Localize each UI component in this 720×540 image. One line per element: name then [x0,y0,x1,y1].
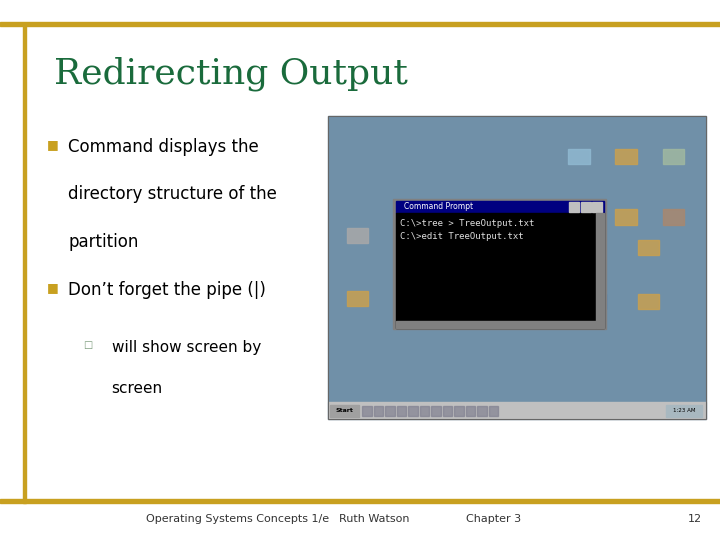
Bar [666,405,702,417]
Bar [346,291,368,306]
Bar [397,406,406,416]
Bar [330,405,359,417]
Bar [454,406,464,416]
Text: 12: 12 [688,515,702,524]
Bar [396,213,603,328]
Bar [466,406,475,416]
Bar [580,202,590,212]
Text: directory structure of the: directory structure of the [68,185,277,203]
Bar [328,116,706,418]
Bar [616,210,637,225]
Bar [568,210,590,225]
Text: C:\>edit TreeOutput.txt: C:\>edit TreeOutput.txt [400,232,523,241]
Text: Ruth Watson: Ruth Watson [339,515,410,524]
Text: will show screen by: will show screen by [112,340,261,355]
Bar [346,227,368,242]
Bar [596,213,603,328]
Text: C:\>tree > TreeOutput.txt: C:\>tree > TreeOutput.txt [400,219,534,228]
Bar [569,202,579,212]
Bar [0,500,720,503]
Text: Operating Systems Concepts 1/e: Operating Systems Concepts 1/e [146,515,329,524]
Bar [420,406,429,416]
Bar [396,201,603,213]
Bar [328,116,706,418]
Bar [362,406,372,416]
Bar [477,406,487,416]
Bar [374,406,383,416]
Text: Don’t forget the pipe (|): Don’t forget the pipe (|) [68,281,266,299]
Bar [385,406,395,416]
Bar [431,406,441,416]
Text: Chapter 3: Chapter 3 [466,515,521,524]
Text: Command displays the: Command displays the [68,138,259,156]
Bar [662,149,684,164]
Bar [662,210,684,225]
Bar [443,406,452,416]
Text: Redirecting Output: Redirecting Output [54,57,408,91]
Bar [408,406,418,416]
Bar [394,199,606,329]
Bar [638,294,660,309]
Bar [638,240,660,255]
Bar [396,321,596,328]
Text: screen: screen [112,381,163,396]
Text: □: □ [83,340,92,350]
Bar [568,149,590,164]
Bar [616,149,637,164]
Bar [0,22,720,26]
Bar [328,402,706,418]
Text: ■: ■ [47,138,58,151]
Bar [489,406,498,416]
Bar [585,294,606,309]
Text: partition: partition [68,233,139,251]
Text: Command Prompt: Command Prompt [405,202,474,212]
Text: 1:23 AM: 1:23 AM [672,408,696,414]
Bar [592,202,602,212]
Text: Start: Start [336,408,354,414]
Bar [23,26,26,503]
Text: ■: ■ [47,281,58,294]
